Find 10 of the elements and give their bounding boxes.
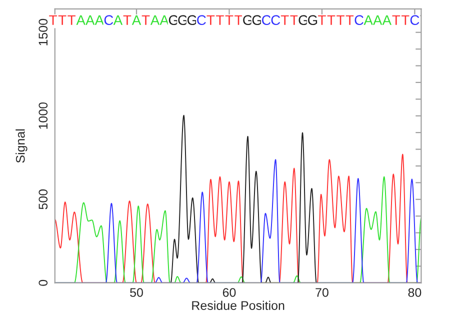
x-tick-label: 70 — [316, 288, 328, 297]
y-tick-label: 1000 — [38, 102, 48, 129]
x-axis-title: Residue Position — [192, 300, 284, 310]
x-tick-label: 80 — [408, 288, 422, 297]
x-tick-label: 50 — [130, 288, 143, 297]
y-tick-label: 500 — [38, 189, 48, 210]
x-tick-label: 60 — [222, 288, 236, 297]
y-axis-title: Signal — [16, 129, 28, 163]
y-tick-label: 1500 — [38, 18, 48, 46]
y-tick-label: 0 — [38, 280, 48, 286]
